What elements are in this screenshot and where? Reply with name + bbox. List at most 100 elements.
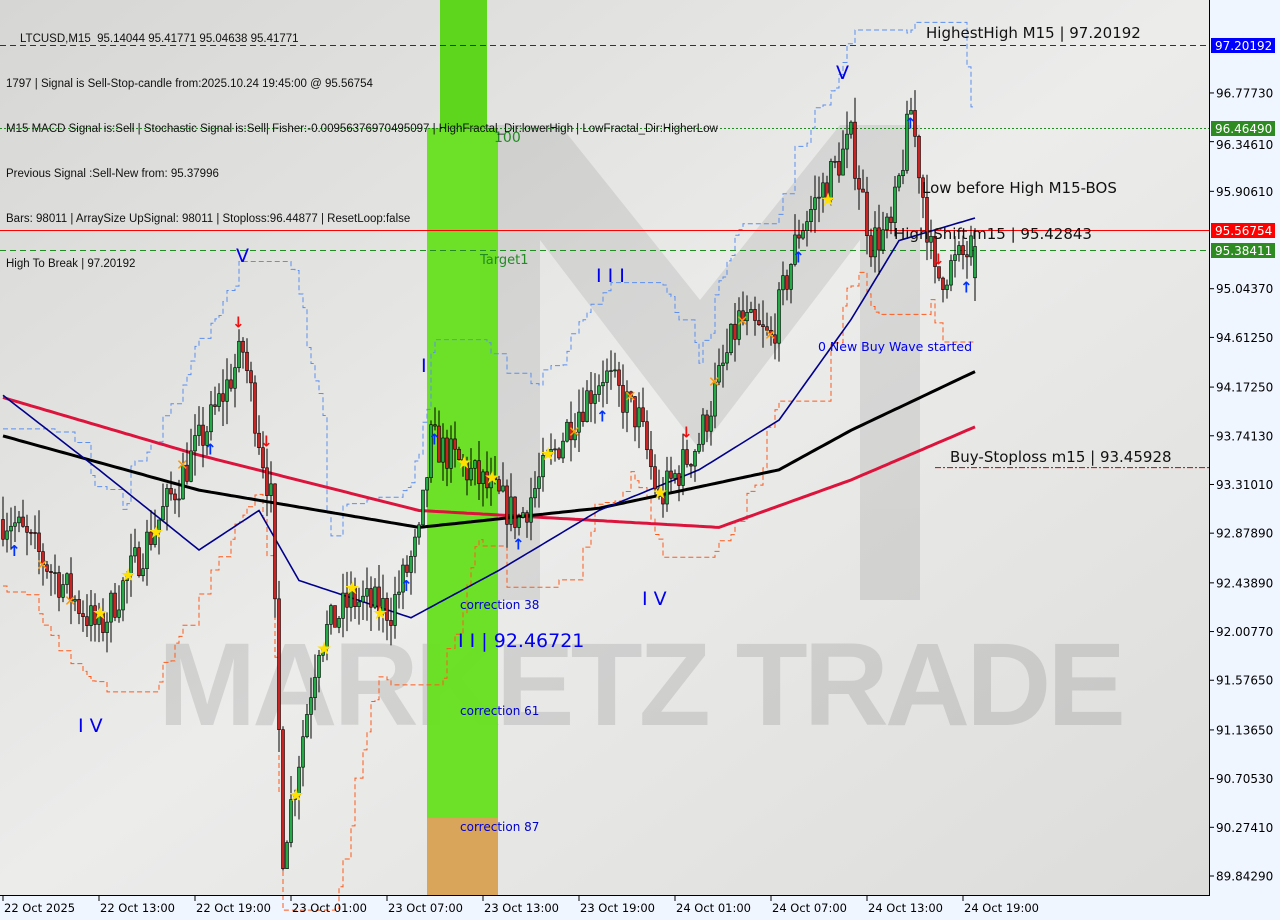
price-tick-label: 95.04370: [1216, 282, 1273, 296]
level-tag: [1211, 38, 1275, 53]
candle-body: [457, 448, 461, 460]
candle-body: [61, 584, 65, 598]
candle-body: [73, 599, 77, 602]
wave-label: I I I: [596, 265, 625, 287]
candle-body: [289, 799, 293, 843]
candle-body: [481, 471, 485, 484]
time-tick-label: 24 Oct 13:00: [868, 901, 943, 915]
candle-body: [545, 453, 549, 456]
candles: [1, 90, 977, 871]
candle-body: [249, 370, 253, 384]
candle-body: [913, 110, 917, 137]
candle-body: [917, 136, 921, 179]
price-tick-label: 91.13650: [1216, 723, 1273, 737]
candle-body: [529, 497, 533, 523]
star-icon: ★: [652, 482, 668, 503]
candle-body: [945, 284, 949, 290]
candle-body: [445, 437, 449, 469]
candle-body: [177, 498, 181, 501]
candle-body: [885, 216, 889, 231]
candle-body: [145, 531, 149, 570]
candle-body: [313, 677, 317, 698]
upper-fractal-channel: [3, 21, 976, 537]
candle-body: [369, 588, 373, 608]
cross-icon: ✕: [624, 388, 637, 406]
candle-body: [441, 437, 445, 463]
candle-body: [469, 467, 473, 481]
candle-body: [305, 714, 309, 738]
candle-body: [953, 254, 957, 261]
candle-body: [293, 794, 297, 800]
candle-body: [793, 234, 797, 265]
candle-body: [321, 647, 325, 656]
candle-body: [649, 449, 653, 468]
candle-body: [385, 598, 389, 621]
candle-body: [861, 188, 865, 193]
star-icon: ★: [456, 452, 472, 473]
candle-body: [25, 526, 29, 533]
candle-body: [309, 697, 313, 715]
candle-body: [957, 245, 961, 256]
candle-body: [973, 246, 977, 279]
candle-body: [753, 309, 757, 321]
buy-arrow-icon: ↑: [904, 114, 917, 132]
candle-body: [433, 424, 437, 427]
candle-body: [801, 230, 805, 239]
candle-body: [901, 170, 905, 177]
candle-body: [773, 334, 777, 344]
candle-body: [769, 329, 773, 336]
buy-arrow-icon: ↑: [512, 535, 525, 553]
candle-body: [657, 488, 661, 493]
candle-body: [161, 506, 165, 521]
candle-body: [389, 620, 393, 626]
candle-body: [193, 435, 197, 452]
candle-body: [513, 496, 517, 528]
candle-body: [93, 605, 97, 625]
candle-body: [229, 379, 233, 389]
candle-body: [409, 556, 413, 573]
candle-body: [497, 479, 501, 492]
candle-body: [833, 160, 837, 163]
candle-body: [197, 424, 201, 436]
candle-body: [653, 466, 657, 490]
candle-body: [113, 592, 117, 618]
price-tick-label: 93.31010: [1216, 478, 1273, 492]
candle-body: [181, 464, 185, 500]
candle-body: [805, 221, 809, 231]
price-axis: 96.77730 96.34610 95.90610 95.04370 94.61250…: [1209, 86, 1273, 884]
candle-body: [629, 391, 633, 397]
candle-body: [717, 365, 721, 383]
candle-body: [209, 404, 213, 433]
candle-body: [905, 113, 909, 171]
candle-body: [789, 264, 793, 290]
candle-body: [233, 367, 237, 389]
candle-body: [57, 572, 61, 598]
candle-body: [565, 421, 569, 442]
time-tick-label: 23 Oct 01:00: [292, 901, 367, 915]
candle-body: [589, 390, 593, 404]
candle-body: [137, 547, 141, 577]
candle-body: [165, 488, 169, 507]
candle-body: [709, 415, 713, 432]
candle-body: [869, 235, 873, 258]
moving-average-line: [2, 370, 976, 529]
candle-body: [53, 572, 57, 574]
candle-body: [549, 449, 553, 455]
wave-2-label: I I | 92.46721: [458, 630, 584, 652]
candle-body: [117, 609, 121, 618]
candle-body: [353, 587, 357, 607]
candle-body: [581, 411, 585, 422]
candle-body: [625, 391, 629, 413]
candle-body: [285, 842, 289, 869]
candle-body: [965, 254, 969, 258]
candle-body: [933, 235, 937, 267]
candle-body: [597, 385, 601, 395]
candle-body: [105, 621, 109, 633]
time-tick-label: 23 Oct 07:00: [388, 901, 463, 915]
star-icon: ★: [120, 565, 136, 586]
candle-body: [865, 191, 869, 237]
candle-body: [925, 197, 929, 243]
candle-body: [733, 323, 737, 340]
candle-body: [729, 323, 733, 354]
